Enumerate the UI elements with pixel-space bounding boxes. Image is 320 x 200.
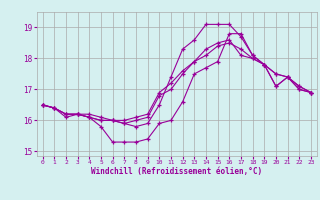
X-axis label: Windchill (Refroidissement éolien,°C): Windchill (Refroidissement éolien,°C): [91, 167, 262, 176]
